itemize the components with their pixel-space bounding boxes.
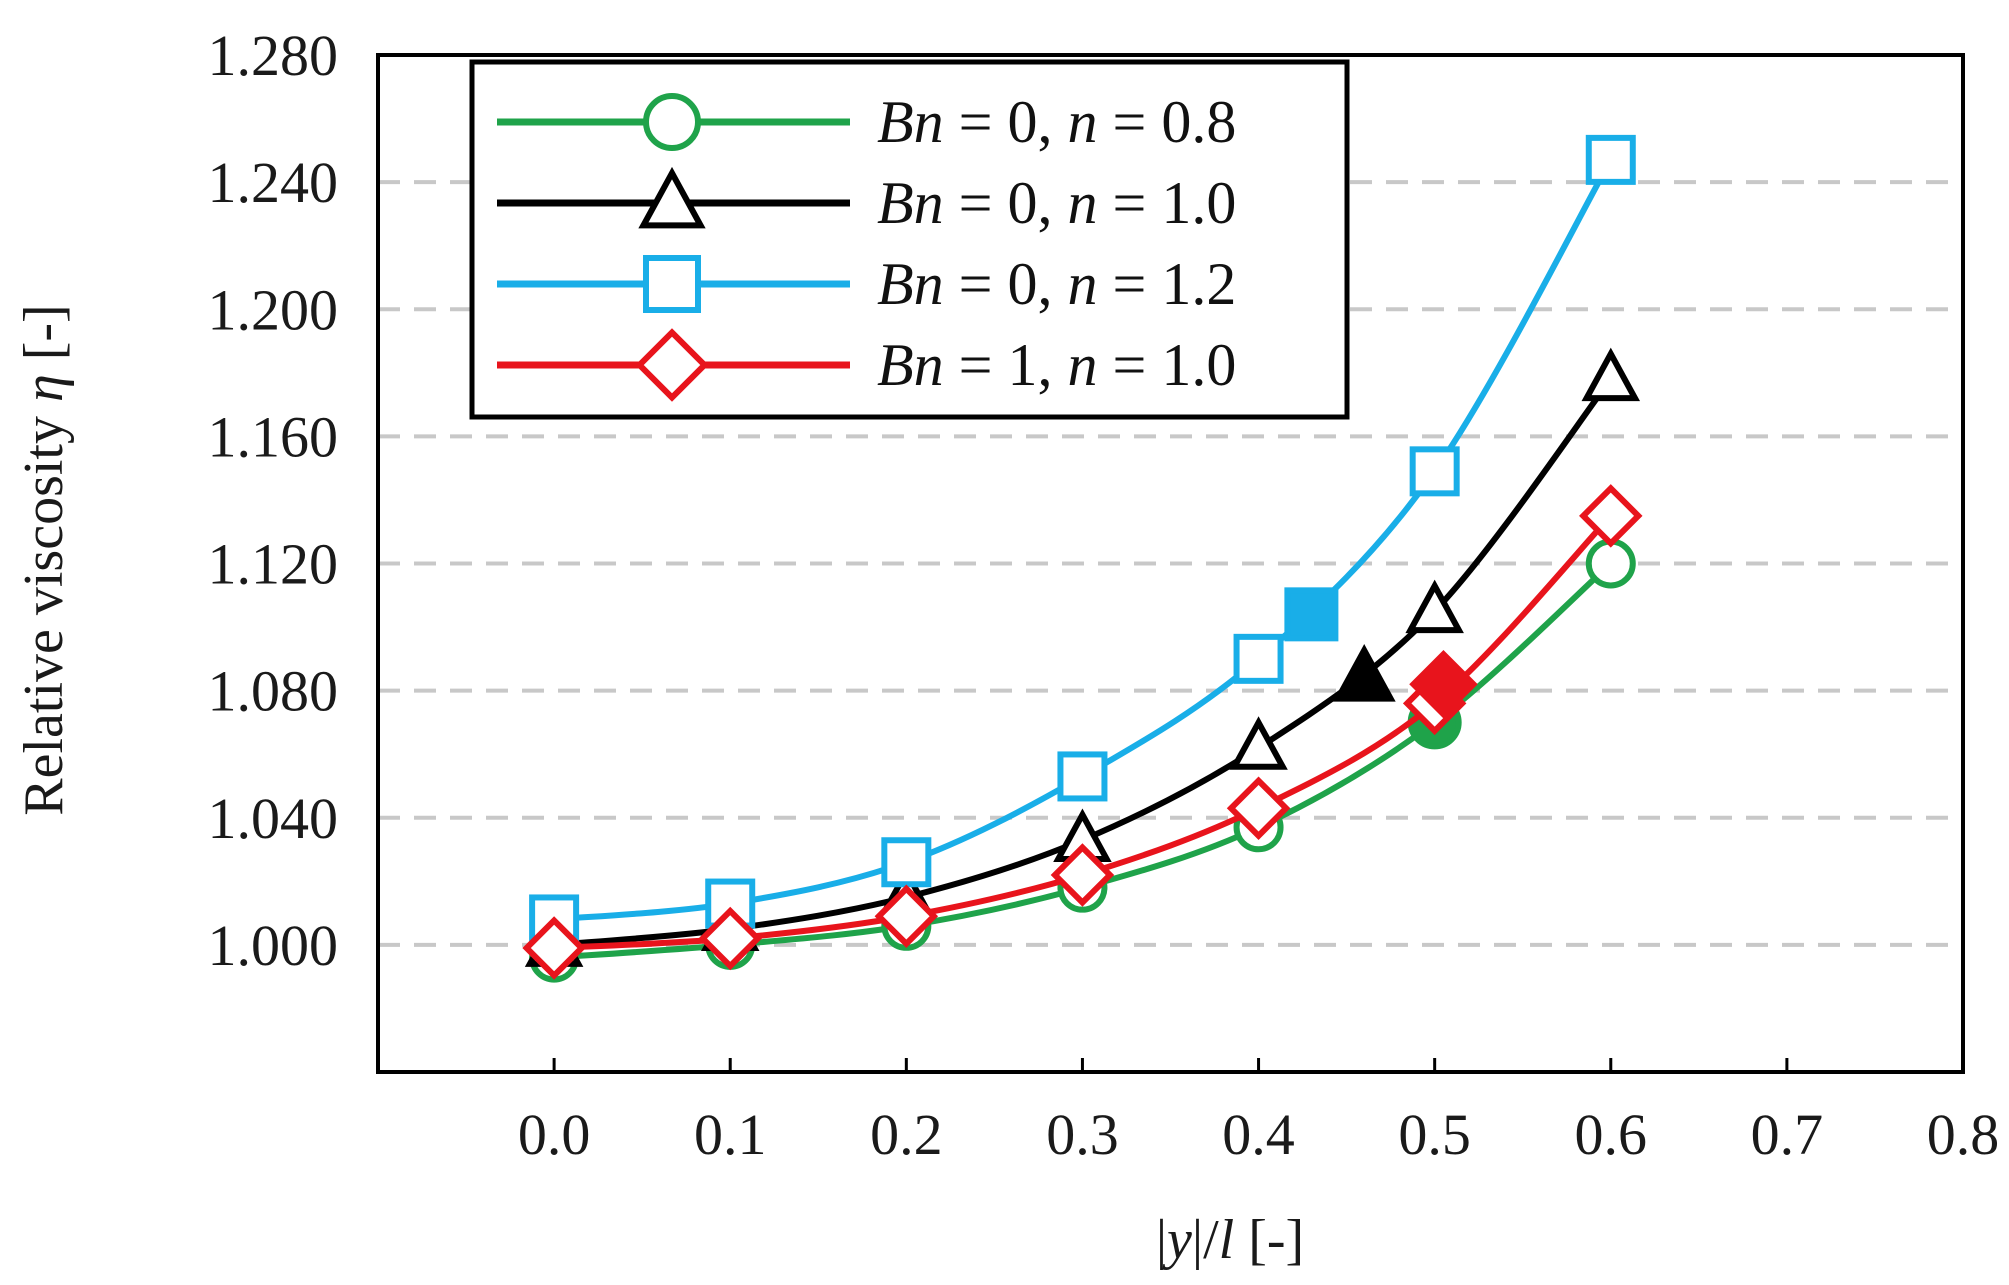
legend-label-part: n (1068, 89, 1098, 155)
x-tick-label: 0.2 (870, 1102, 943, 1167)
legend-entry: Bn = 0, n = 1.2 (497, 251, 1236, 317)
x-axis-title-unit: [-] (1234, 1209, 1304, 1271)
legend-marker-triangle (638, 166, 706, 229)
data-point-diamond (1050, 843, 1115, 907)
x-tick-label: 0.6 (1575, 1102, 1648, 1167)
legend-label: Bn = 0, n = 1.0 (877, 170, 1236, 236)
x-tick-label: 0.5 (1398, 1102, 1471, 1167)
legend-label-part: n (1068, 332, 1098, 398)
data-point-diamond (522, 916, 586, 980)
y-axis-title-unit: [-] (13, 304, 75, 374)
legend-marker-diamond (635, 328, 709, 402)
data-point-triangle (1405, 579, 1464, 634)
data-point-diamond (1579, 484, 1643, 548)
x-axis-title-bar2: |/ (1192, 1209, 1219, 1271)
x-axis-title-y: y (1162, 1209, 1192, 1271)
highlight-point-square (1284, 587, 1339, 642)
legend-entry: Bn = 0, n = 1.0 (497, 166, 1236, 236)
legend-label-part: n (1068, 170, 1098, 236)
y-tick-label: 1.280 (208, 23, 339, 88)
legend-label-part: = 0, (944, 251, 1068, 317)
legend-label: Bn = 0, n = 0.8 (877, 89, 1236, 155)
legend-entry: Bn = 1, n = 1.0 (497, 328, 1236, 402)
legend-entry: Bn = 0, n = 0.8 (497, 89, 1236, 155)
series-layer (522, 134, 1643, 983)
x-tick-label: 0.3 (1046, 1102, 1119, 1167)
y-tick-label: 1.000 (208, 913, 339, 978)
y-axis-title-text: Relative viscosity (13, 402, 75, 816)
x-tick-label: 0.4 (1222, 1102, 1295, 1167)
y-tick-label: 1.040 (208, 786, 339, 851)
plot-area-frame (376, 53, 1965, 1074)
y-axis-title: Relative viscosity η [-] (13, 304, 75, 815)
legend-marker-square (643, 255, 701, 313)
data-point-triangle (1229, 716, 1288, 770)
x-axis-title-bar1: | (1156, 1209, 1167, 1271)
y-axis-title-symbol: η (13, 374, 75, 402)
x-tick-label: 0.1 (694, 1102, 767, 1167)
legend-label-part: = 0, (944, 170, 1068, 236)
data-point-square (1409, 446, 1460, 497)
legend-label-part: = 1.0 (1098, 170, 1237, 236)
series-diamond (522, 484, 1643, 980)
x-axis-title: |y|/l [-] (1156, 1209, 1304, 1271)
data-point-circle (1585, 538, 1636, 589)
y-tick-label: 1.160 (208, 404, 339, 469)
legend-label-part: Bn (877, 170, 944, 236)
legend-marker-circle (643, 93, 701, 151)
x-axis-title-l: l (1219, 1209, 1235, 1271)
data-point-diamond (1226, 776, 1291, 840)
legend-label-part: Bn (877, 89, 944, 155)
data-point-diamond (874, 884, 939, 949)
series-square (529, 134, 1636, 945)
legend-label-part: = 1, (944, 332, 1068, 398)
y-tick-label: 1.240 (208, 150, 339, 215)
legend-label-part: Bn (877, 251, 944, 317)
data-point-square (1585, 134, 1636, 185)
data-point-square (1057, 751, 1108, 802)
legend-label: Bn = 1, n = 1.0 (877, 332, 1236, 398)
legend-label-part: Bn (877, 332, 944, 398)
data-point-square (1233, 633, 1284, 684)
legend-label-part: n (1068, 251, 1098, 317)
x-axis-tick-labels: 0.0 0.1 0.2 0.3 0.4 0.5 0.6 0.7 0.8 (518, 1102, 1999, 1167)
x-axis-tick-marks (552, 1058, 1965, 1072)
x-tick-label: 0.0 (518, 1102, 591, 1167)
x-tick-label: 0.7 (1751, 1102, 1824, 1167)
data-point-square (881, 837, 932, 888)
legend-label-part: = 0.8 (1098, 89, 1237, 155)
legend-label-part: = 1.2 (1098, 251, 1237, 317)
legend-label-part: = 0, (944, 89, 1068, 155)
y-tick-label: 1.200 (208, 277, 339, 342)
y-tick-label: 1.120 (208, 532, 339, 597)
data-point-triangle (1581, 347, 1641, 402)
highlight-point-triangle (1332, 644, 1396, 702)
legend-label: Bn = 0, n = 1.2 (877, 251, 1236, 317)
legend: Bn = 0, n = 0.8Bn = 0, n = 1.0Bn = 0, n … (469, 59, 1350, 420)
data-point-diamond (698, 906, 762, 971)
y-tick-label: 1.080 (208, 659, 339, 724)
y-axis-tick-labels: 1.000 1.040 1.080 1.120 1.160 1.200 1.240 1.280 (208, 23, 339, 978)
legend-label-part: = 1.0 (1098, 332, 1237, 398)
x-tick-label: 0.8 (1927, 1102, 2000, 1167)
highlight-point-diamond (1409, 650, 1478, 719)
